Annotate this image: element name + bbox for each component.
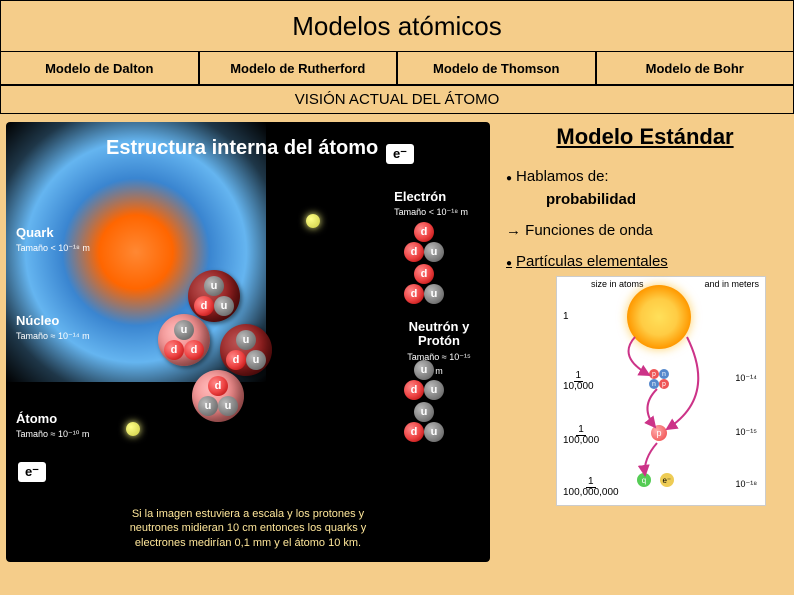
probability-value: probabilidad — [546, 191, 784, 208]
tab-thomson[interactable]: Modelo de Thomson — [397, 52, 596, 85]
tab-dalton[interactable]: Modelo de Dalton — [0, 52, 199, 85]
scale-row-3: 1100,000 — [563, 425, 599, 446]
bullet-elementary: ●Partículas elementales — [506, 253, 784, 270]
vision-subtitle: VISIÓN ACTUAL DEL ÁTOMO — [295, 91, 500, 108]
electron-dot-1 — [306, 214, 320, 228]
atomo-label: ÁtomoTamaño ≈ 10⁻¹⁰ m — [16, 412, 89, 441]
nucleon-4: d u u — [192, 370, 244, 422]
right-panel: Modelo Estándar ●Hablamos de: probabilid… — [496, 114, 794, 595]
electron-label: ElectrónTamaño < 10⁻¹⁸ m — [394, 190, 468, 219]
title-bar: Modelos atómicos — [0, 0, 794, 52]
tab-bohr[interactable]: Modelo de Bohr — [596, 52, 794, 85]
nucleon-1: u d u — [188, 270, 240, 322]
neutron-proton-label: Neutrón y ProtónTamaño ≈ 10⁻¹⁵ m — [404, 320, 474, 377]
tab-rutherford[interactable]: Modelo de Rutherford — [199, 52, 398, 85]
main-title: Modelos atómicos — [292, 11, 502, 42]
bullet-probability: ●Hablamos de: — [506, 168, 784, 185]
scale-quark-electron-row: q e⁻ — [637, 473, 674, 487]
electron-badge-bottom: e⁻ — [18, 462, 46, 482]
scale-row-2: 110,000 — [563, 371, 594, 392]
left-panel: Estructura interna del átomo e⁻ u d u u … — [0, 114, 496, 595]
content-area: Estructura interna del átomo e⁻ u d u u … — [0, 114, 794, 595]
wave-functions-line: → Funciones de onda — [506, 222, 784, 239]
diagram-footer-caption: Si la imagen estuviera a escala y los pr… — [128, 507, 368, 550]
nucleon-3: u d u — [220, 324, 272, 376]
nucleon-2: u d d — [158, 314, 210, 366]
atom-structure-diagram: Estructura interna del átomo e⁻ u d u u … — [6, 122, 490, 562]
scale-row-1: 1 — [563, 311, 569, 322]
electron-dot-2 — [126, 422, 140, 436]
scale-proton-icon: p — [651, 425, 667, 441]
scale-comparison-diagram: size in atoms and in meters p n n p p q … — [556, 276, 766, 506]
nucleo-label: NúcleoTamaño ≈ 10⁻¹⁴ m — [16, 314, 90, 343]
electron-badge-top: e⁻ — [386, 144, 414, 164]
quark-label: QuarkTamaño < 10⁻¹⁸ m — [16, 226, 90, 255]
scale-atom-icon — [627, 285, 691, 349]
tabs-row: Modelo de Dalton Modelo de Rutherford Mo… — [0, 52, 794, 86]
scale-row-4: 1100,000,000 — [563, 477, 619, 498]
diagram-title: Estructura interna del átomo — [106, 136, 378, 160]
neutron-particle-stack: d d u d d u — [400, 222, 458, 312]
vision-subtitle-bar: VISIÓN ACTUAL DEL ÁTOMO — [0, 86, 794, 114]
standard-model-title: Modelo Estándar — [506, 124, 784, 150]
